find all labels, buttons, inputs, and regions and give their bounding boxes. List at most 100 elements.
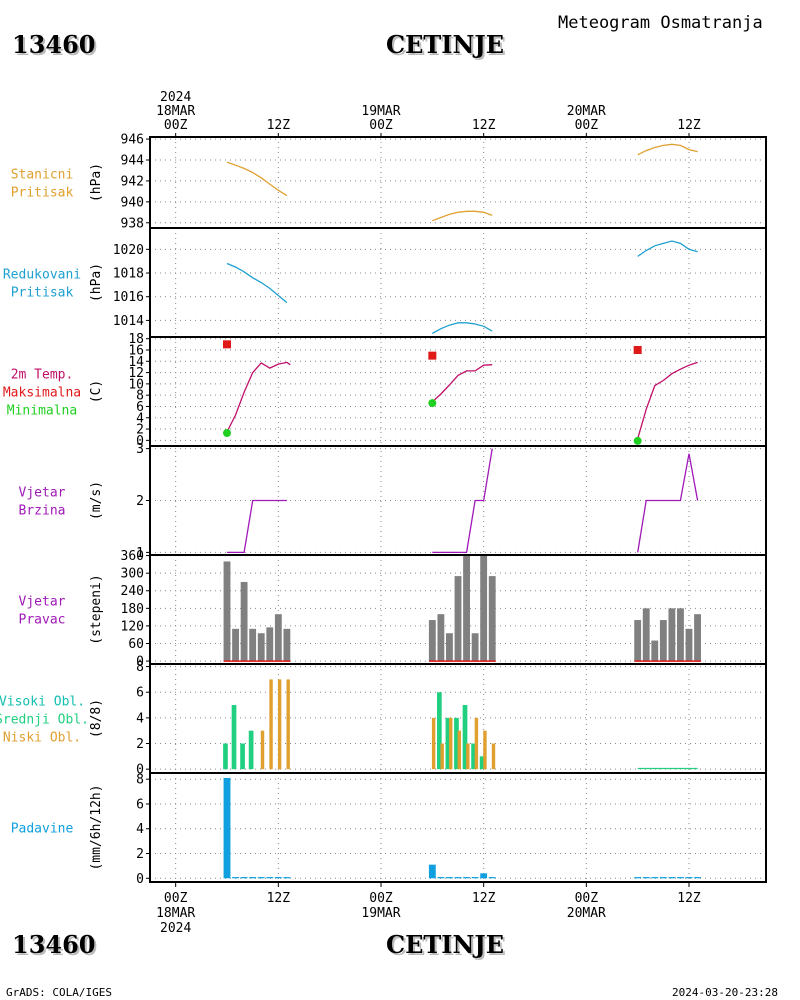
y-tick-label: 6 (136, 797, 144, 812)
y-tick-label: 6 (136, 686, 144, 701)
series-line (432, 210, 493, 222)
bar (223, 777, 231, 879)
bar (257, 633, 265, 662)
tmax-marker (223, 340, 231, 349)
y-tick-label: 4 (136, 411, 144, 426)
y-tick-label: 0 (136, 434, 144, 449)
bar (642, 608, 650, 662)
panel-unit-label: (mm/6h/12h) (89, 784, 104, 870)
y-tick-label: 2 (136, 494, 144, 509)
bar (269, 679, 273, 770)
y-tick-label: 8 (136, 389, 144, 404)
panel-label: Srednji Obl. (0, 713, 89, 728)
y-tick-label: 240 (121, 584, 144, 599)
y-tick-label: 0 (136, 763, 144, 778)
time-label-bottom: 12Z (267, 891, 291, 906)
panel-frame (149, 772, 767, 883)
bar (454, 877, 462, 879)
tmin-marker (223, 429, 231, 438)
bar (634, 877, 642, 879)
panel-label: Visoki Obl. (0, 695, 85, 710)
bar (283, 877, 291, 879)
time-label-top: 00Z (369, 118, 393, 133)
bar (223, 561, 231, 662)
bar (491, 743, 496, 770)
y-tick-label: 2 (136, 847, 144, 862)
time-label-bottom: 00Z (164, 891, 188, 906)
panel-wind_speed: 1 2 3 (m/s) Vjetar Brzina (19, 442, 767, 561)
bar (466, 743, 470, 770)
time-label-bottom: 19MAR (361, 906, 400, 921)
panel-label: Maksimalna (3, 386, 81, 401)
bar (231, 705, 237, 770)
y-tick-label: 10 (128, 377, 144, 392)
panel-label: Brzina (19, 504, 66, 519)
bar (232, 877, 239, 879)
y-tick-label: 8 (136, 773, 144, 788)
time-label-top: 18MAR (156, 104, 195, 119)
y-tick-label: 0 (136, 655, 144, 670)
y-tick-label: 940 (121, 195, 144, 210)
y-tick-label: 2 (136, 737, 144, 752)
bar (483, 730, 487, 770)
bar (651, 640, 659, 662)
time-label-top: 19MAR (361, 104, 400, 119)
y-tick-label: 18 (128, 332, 144, 347)
series-line (431, 364, 493, 403)
bar (471, 877, 479, 879)
y-tick-label: 120 (121, 619, 144, 634)
time-label-bottom: 12Z (472, 891, 496, 906)
series-line (637, 143, 698, 156)
bar (232, 628, 239, 662)
bar (454, 576, 462, 662)
bar (677, 877, 684, 879)
tmin-marker (428, 399, 437, 408)
bar (428, 864, 436, 879)
panel-unit-label: (stepeni) (89, 574, 104, 644)
panel-label: Stanicni (11, 168, 74, 183)
y-tick-label: 14 (128, 355, 144, 370)
series-line (637, 361, 698, 439)
y-tick-label: 946 (121, 133, 144, 148)
bar (260, 730, 265, 770)
panel-reduced_pressure: 1014 1016 1018 1020 (hPa) Redukovani Pritisak (3, 227, 767, 338)
bar (480, 555, 488, 662)
bar (248, 730, 254, 770)
bar (445, 717, 451, 770)
tmin-marker (633, 436, 642, 445)
timestamp-text: 2024-03-20-23:28 (672, 986, 778, 999)
bar (685, 877, 693, 879)
panel-unit-label: (hPa) (89, 163, 104, 202)
panel-wind_direction: 0 60 120 180 240 300 360 (stepeni) Vjetar Pravac (19, 549, 767, 670)
time-label-bottom: 20MAR (567, 906, 606, 921)
bar (249, 877, 257, 879)
series-line (226, 361, 291, 433)
bar (266, 627, 274, 662)
y-tick-label: 300 (121, 567, 144, 582)
station-name-top: CETINJE (386, 30, 505, 59)
bar (286, 679, 290, 770)
y-tick-label: 1014 (113, 314, 144, 329)
panel-label: Niski Obl. (3, 731, 81, 746)
time-label-top: 12Z (267, 118, 291, 133)
bar (449, 717, 453, 770)
bar (694, 877, 701, 879)
panel-unit-label: (C) (89, 380, 104, 403)
panel-label: Redukovani (3, 268, 81, 283)
bar (446, 633, 453, 662)
panel-unit-label: (hPa) (89, 263, 104, 302)
y-tick-label: 2 (136, 423, 144, 438)
bar (223, 743, 228, 770)
bar (488, 877, 496, 879)
bar (463, 877, 470, 879)
y-tick-label: 180 (121, 602, 144, 617)
bar (283, 628, 291, 662)
series-line (226, 161, 288, 197)
y-tick-label: 1018 (113, 267, 144, 282)
bar (659, 620, 667, 662)
bar (474, 717, 479, 770)
bar (634, 620, 642, 662)
bar (440, 743, 444, 770)
tmax-marker (428, 351, 437, 360)
